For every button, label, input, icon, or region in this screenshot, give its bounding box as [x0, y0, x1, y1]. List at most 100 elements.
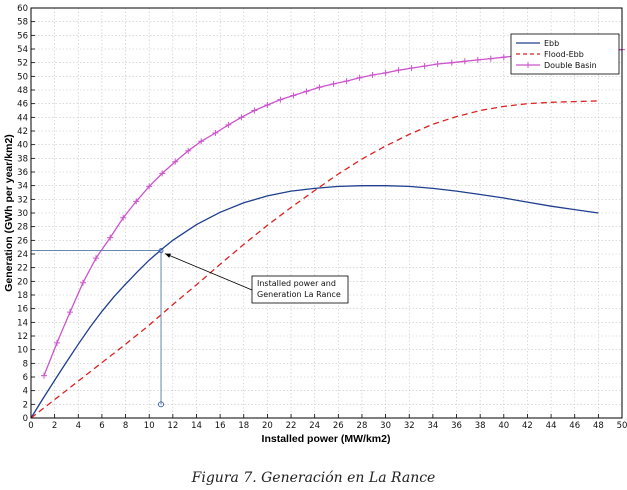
- grid: [30, 7, 623, 419]
- series-point-double-basin: [303, 88, 310, 95]
- y-tick-label: 12: [17, 332, 28, 342]
- y-tick-label: 26: [17, 236, 28, 246]
- legend-label-flood-ebb: Flood-Ebb: [544, 50, 584, 59]
- x-tick-label: 28: [357, 421, 368, 431]
- series-point-double-basin: [198, 138, 205, 145]
- series-point-double-basin: [185, 147, 192, 154]
- x-tick-label: 10: [144, 421, 155, 431]
- series-point-double-basin: [330, 80, 337, 87]
- x-tick-label: 14: [191, 421, 202, 431]
- series-point-double-basin: [290, 92, 297, 99]
- x-tick-label: 12: [167, 421, 178, 431]
- y-tick-label: 22: [17, 264, 28, 274]
- series-point-double-basin: [41, 372, 48, 379]
- y-tick-label: 30: [17, 209, 28, 219]
- x-tick-label: 2: [52, 421, 57, 431]
- y-tick-label: 8: [23, 359, 28, 369]
- y-tick-label: 16: [17, 305, 28, 315]
- annotation-arrowhead: [165, 253, 171, 258]
- x-tick-label: 34: [427, 421, 438, 431]
- y-tick-label: 6: [23, 373, 28, 383]
- series-point-double-basin: [500, 54, 507, 61]
- y-tick-label: 42: [17, 127, 28, 137]
- x-tick-label: 36: [451, 421, 462, 431]
- series-point-double-basin: [316, 84, 323, 91]
- legend: Ebb Flood-Ebb Double Basin: [510, 33, 620, 75]
- series-point-double-basin: [133, 198, 140, 205]
- annotation-marker-circle: [158, 401, 164, 408]
- x-tick-label: 18: [238, 421, 249, 431]
- series-point-double-basin: [277, 96, 284, 103]
- series-point-double-basin: [448, 59, 455, 66]
- series-point-double-basin: [487, 55, 494, 62]
- series-point-double-basin: [67, 309, 74, 316]
- chart: 0 2 4 6 8 10 12 14 16 18 20 22 24 26 28 30 32 34 36 38 40 42 4…: [3, 4, 627, 445]
- series-point-double-basin: [421, 63, 428, 70]
- series-point-double-basin: [120, 214, 127, 221]
- series-point-double-basin: [238, 114, 245, 121]
- y-tick-label: 34: [17, 182, 28, 192]
- annotation-box: [251, 275, 349, 304]
- x-tick-label: 16: [215, 421, 226, 431]
- series-point-double-basin: [54, 339, 61, 346]
- x-tick-label: 24: [309, 421, 320, 431]
- x-tick-label: 40: [498, 421, 509, 431]
- tick-labels: 0 2 4 6 8 10 12 14 16 18 20 22 24 26 28 30 32 34 36 38 40 42 4…: [17, 4, 627, 431]
- y-tick-label: 58: [17, 18, 28, 28]
- series-point-double-basin: [159, 170, 166, 177]
- series-point-double-basin: [343, 78, 350, 85]
- y-tick-label: 44: [17, 113, 28, 123]
- y-tick-label: 20: [17, 277, 28, 287]
- y-tick-label: 10: [17, 346, 28, 356]
- x-tick-label: 50: [617, 421, 627, 431]
- x-tick-label: 4: [76, 421, 81, 431]
- series-point-double-basin: [264, 102, 271, 109]
- series-line-flood-ebb: [30, 100, 599, 419]
- x-tick-label: 26: [333, 421, 344, 431]
- x-tick-label: 38: [475, 421, 486, 431]
- series-point-double-basin: [172, 158, 179, 165]
- series-point-double-basin: [461, 58, 468, 65]
- x-tick-label: 30: [380, 421, 391, 431]
- series-point-double-basin: [107, 234, 114, 241]
- y-tick-label: 52: [17, 59, 28, 69]
- series-point-double-basin: [251, 107, 258, 114]
- legend-box: [510, 33, 620, 75]
- y-tick-label: 18: [17, 291, 28, 301]
- x-tick-label: 32: [404, 421, 415, 431]
- annotation-point-circle: [158, 248, 164, 254]
- series-point-double-basin: [212, 130, 219, 137]
- x-tick-label: 44: [546, 421, 557, 431]
- y-tick-label: 0: [23, 414, 28, 424]
- x-tick-label: 20: [262, 421, 273, 431]
- y-tick-label: 14: [17, 318, 28, 328]
- y-tick-label: 56: [17, 31, 28, 41]
- annotation-text-line: Installed power and: [257, 279, 336, 288]
- y-tick-label: 60: [17, 4, 28, 14]
- x-axis-label: Installed power (MW/km2): [262, 433, 391, 445]
- y-tick-label: 32: [17, 195, 28, 205]
- series-line-ebb: [30, 185, 599, 419]
- y-tick-label: 46: [17, 100, 28, 110]
- y-tick-label: 24: [17, 250, 28, 260]
- series-point-double-basin: [356, 74, 363, 81]
- series-point-double-basin: [146, 183, 153, 190]
- y-tick-label: 36: [17, 168, 28, 178]
- x-tick-label: 46: [569, 421, 580, 431]
- legend-marker-double-basin: [525, 62, 531, 68]
- plot-frame: [30, 7, 623, 419]
- y-tick-label: 38: [17, 154, 28, 164]
- y-tick-label: 4: [23, 387, 28, 397]
- y-tick-label: 28: [17, 223, 28, 233]
- x-tick-label: 48: [593, 421, 604, 431]
- series-point-double-basin: [395, 67, 402, 74]
- figure-caption: Figura 7. Generación en La Rance: [191, 470, 436, 486]
- series-point-double-basin: [474, 56, 481, 63]
- series-point-double-basin: [80, 279, 87, 286]
- annotation: Installed power and Generation La Rance: [31, 248, 349, 408]
- y-tick-label: 2: [23, 400, 28, 410]
- x-tick-label: 0: [28, 421, 33, 431]
- series-point-double-basin: [382, 69, 389, 76]
- annotation-arrow-line: [164, 253, 253, 291]
- y-tick-label: 54: [17, 45, 28, 55]
